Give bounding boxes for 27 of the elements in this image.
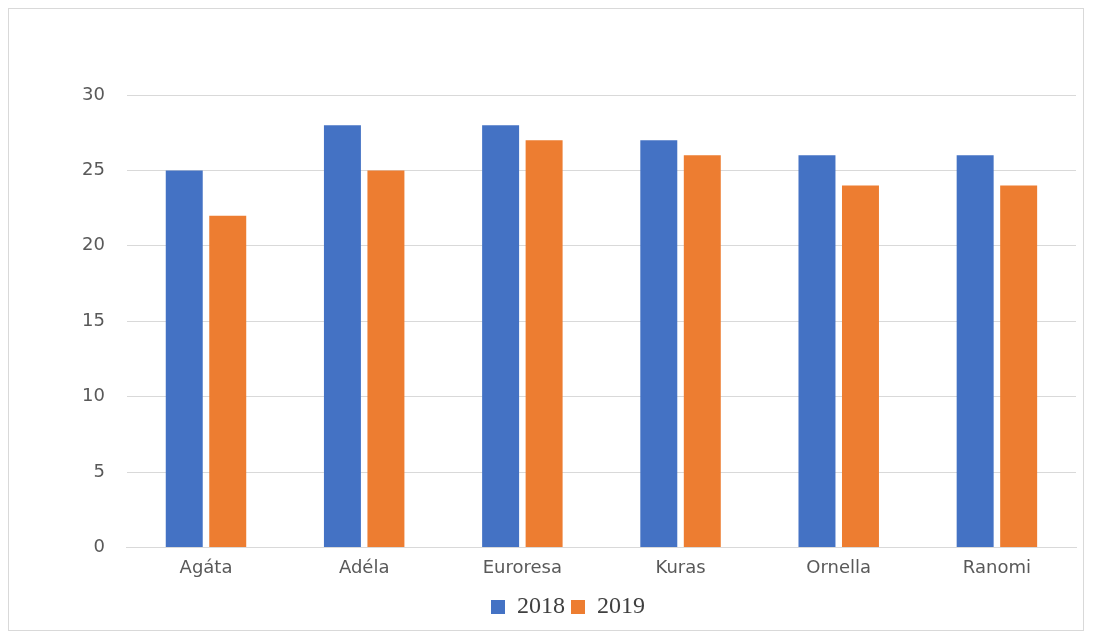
y-tick-label: 15 xyxy=(82,308,105,330)
y-tick-label: 25 xyxy=(82,158,105,180)
bar xyxy=(482,125,520,547)
legend-label: 2019 xyxy=(597,592,645,619)
bar xyxy=(367,170,405,547)
x-tick-label: Adéla xyxy=(338,555,390,577)
bar xyxy=(209,215,247,547)
y-tick-label: 10 xyxy=(82,384,105,406)
bar xyxy=(956,155,994,547)
x-tick-label: Ranomi xyxy=(962,555,1031,577)
x-tick-label: Ornella xyxy=(806,555,872,577)
x-tick-label: Agáta xyxy=(179,555,233,577)
bar xyxy=(323,125,361,547)
x-tick-label: Kuras xyxy=(655,555,706,577)
bar xyxy=(165,170,203,547)
y-tick-label: 30 xyxy=(82,82,105,104)
legend-label: 2018 xyxy=(517,592,565,619)
bar xyxy=(640,140,678,547)
bar xyxy=(798,155,836,547)
y-tick-label: 5 xyxy=(93,459,105,481)
y-tick-label: 0 xyxy=(93,535,105,557)
bar xyxy=(841,185,879,547)
bar xyxy=(525,140,563,547)
x-tick-label: Euroresa xyxy=(482,555,563,577)
bar xyxy=(1000,185,1038,547)
bar xyxy=(683,155,721,547)
y-tick-label: 20 xyxy=(82,233,105,255)
